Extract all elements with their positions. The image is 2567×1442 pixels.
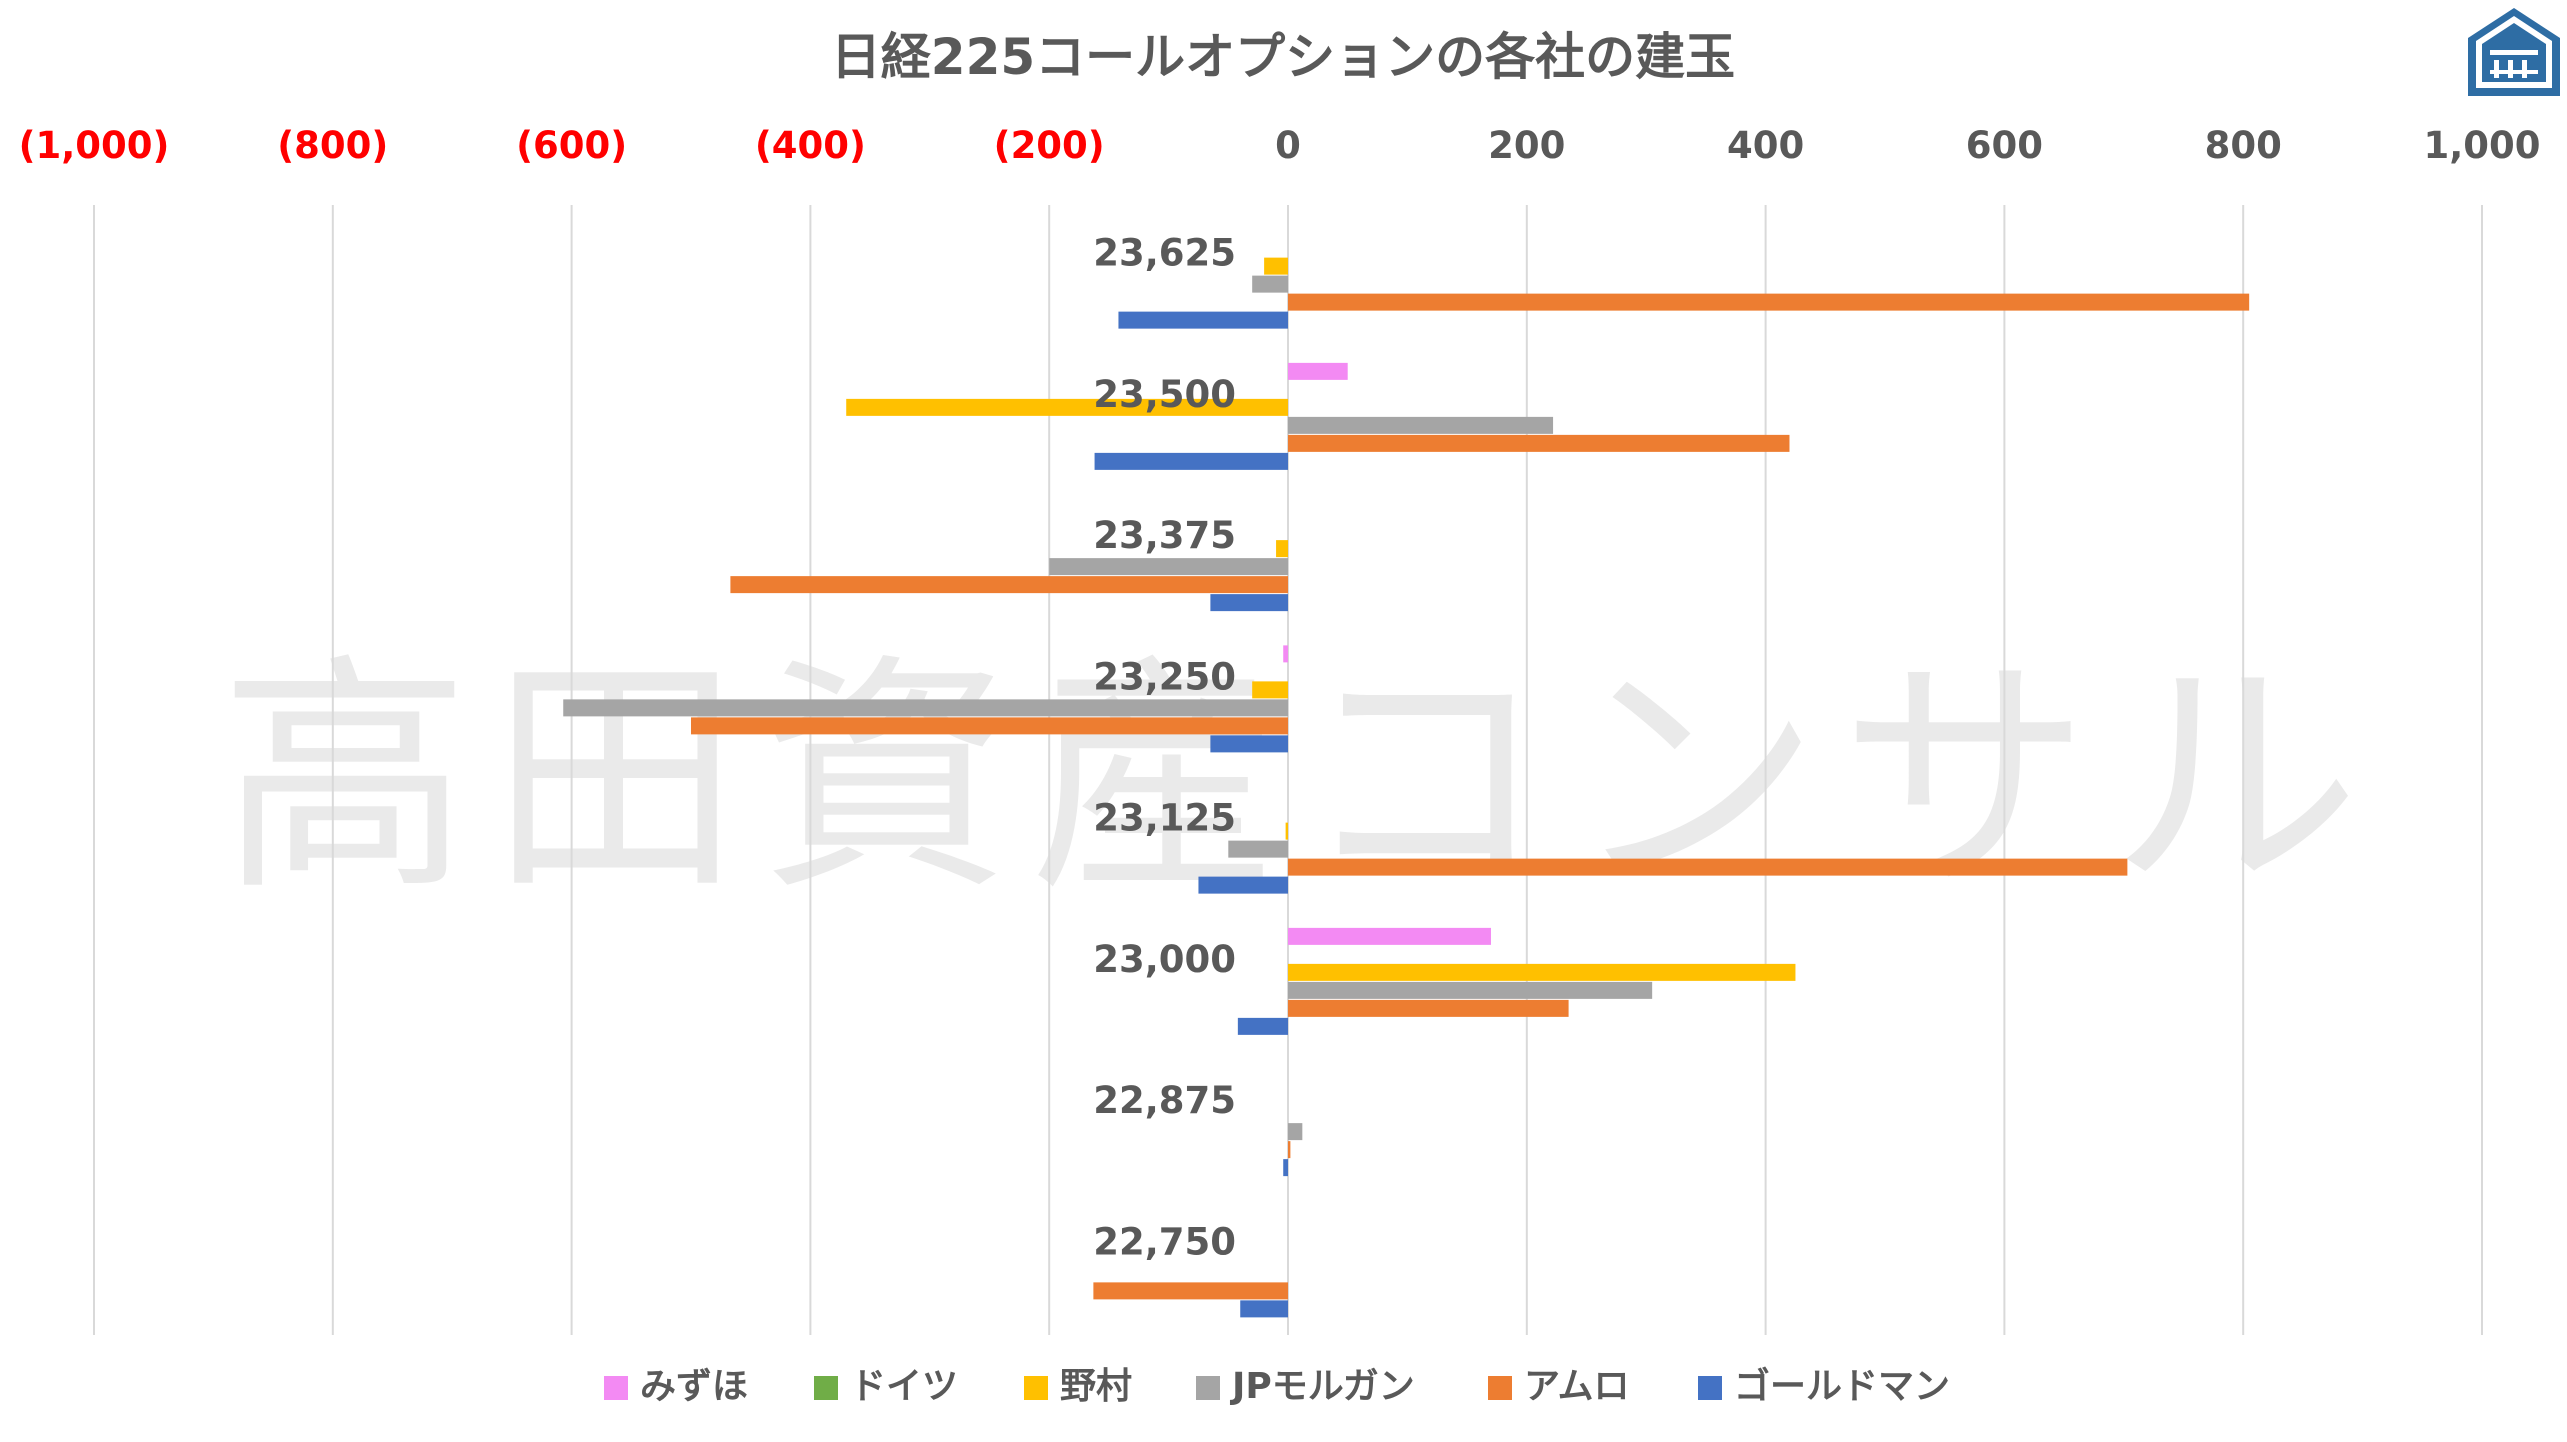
legend-swatch [814, 1376, 838, 1400]
bar [1285, 822, 1288, 840]
bar [1198, 876, 1288, 894]
x-tick-label: (400) [755, 124, 866, 167]
bar [563, 699, 1288, 717]
house-shield-logo-icon [2468, 8, 2560, 96]
bar [1288, 293, 2250, 311]
x-tick-label: 400 [1727, 124, 1804, 167]
bar [1276, 540, 1288, 558]
category-label: 23,625 [1093, 232, 1236, 275]
x-tick-label: (800) [277, 124, 388, 167]
x-tick-label: (600) [516, 124, 627, 167]
legend-label: ドイツ [850, 1366, 958, 1407]
x-tick-label: (200) [994, 124, 1105, 167]
bar [1252, 681, 1288, 699]
bar [1093, 1282, 1288, 1300]
legend-label: JPモルガン [1229, 1366, 1415, 1407]
category-label: 23,000 [1093, 938, 1236, 981]
x-tick-label: 200 [1488, 124, 1565, 167]
legend-swatch [1698, 1376, 1722, 1400]
legend-label: ゴールドマン [1734, 1365, 1950, 1407]
bar [1288, 434, 1790, 452]
bar [1237, 1017, 1288, 1035]
bar [1252, 275, 1288, 293]
bar [1210, 735, 1288, 753]
legend-swatch [1196, 1376, 1220, 1400]
bar [1288, 1141, 1291, 1159]
bar [1288, 1123, 1303, 1141]
bar [1288, 416, 1554, 434]
bar [1288, 927, 1491, 945]
bar [691, 717, 1288, 735]
legend-swatch [1488, 1376, 1512, 1400]
bar [1094, 452, 1288, 470]
legend-label: 野村 [1060, 1366, 1132, 1407]
category-label: 23,250 [1093, 655, 1236, 698]
bar [1288, 362, 1348, 380]
legend-label: アムロ [1524, 1366, 1629, 1407]
bar [1288, 981, 1653, 999]
x-tick-label: 600 [1966, 124, 2043, 167]
category-labels: 23,625 23,500 23,375 23,250 23,125 23,000 22,8… [1093, 232, 1236, 1264]
bar [1228, 840, 1288, 858]
category-label: 23,375 [1093, 514, 1236, 557]
gridlines [93, 205, 2483, 1335]
bar [1288, 999, 1569, 1017]
bar [1288, 963, 1796, 981]
bar [846, 398, 1288, 416]
bar [1283, 645, 1288, 663]
x-tick-label: 0 [1275, 124, 1301, 167]
bar [1240, 1300, 1288, 1318]
category-label: 22,750 [1093, 1220, 1236, 1263]
bar [730, 576, 1288, 594]
x-tick-label: 1,000 [2423, 124, 2540, 167]
chart-title: 日経225コールオプションの各社の建玉 [831, 28, 1735, 86]
x-tick-label: 800 [2205, 124, 2282, 167]
category-label: 23,500 [1093, 373, 1236, 416]
legend-swatch [1024, 1376, 1048, 1400]
x-axis-ticks: (1,000) (800) (600) (400) (200) 0 200 400 600 800… [19, 124, 2541, 167]
bar [1264, 257, 1288, 275]
bar [1283, 1159, 1288, 1177]
category-label: 22,875 [1093, 1079, 1236, 1122]
bar [1118, 311, 1288, 329]
bars [563, 257, 2250, 1318]
watermark: 高田資産コンサル [220, 633, 2380, 924]
legend: みずほ ドイツ 野村 JPモルガン アムロ ゴールドマン [604, 1365, 1950, 1407]
legend-swatch [604, 1376, 628, 1400]
bar [1288, 858, 2128, 876]
legend-label: みずほ [640, 1366, 748, 1407]
category-label: 23,125 [1093, 797, 1236, 840]
bar [1049, 558, 1288, 576]
x-tick-label: (1,000) [19, 124, 170, 167]
bar [1210, 594, 1288, 612]
